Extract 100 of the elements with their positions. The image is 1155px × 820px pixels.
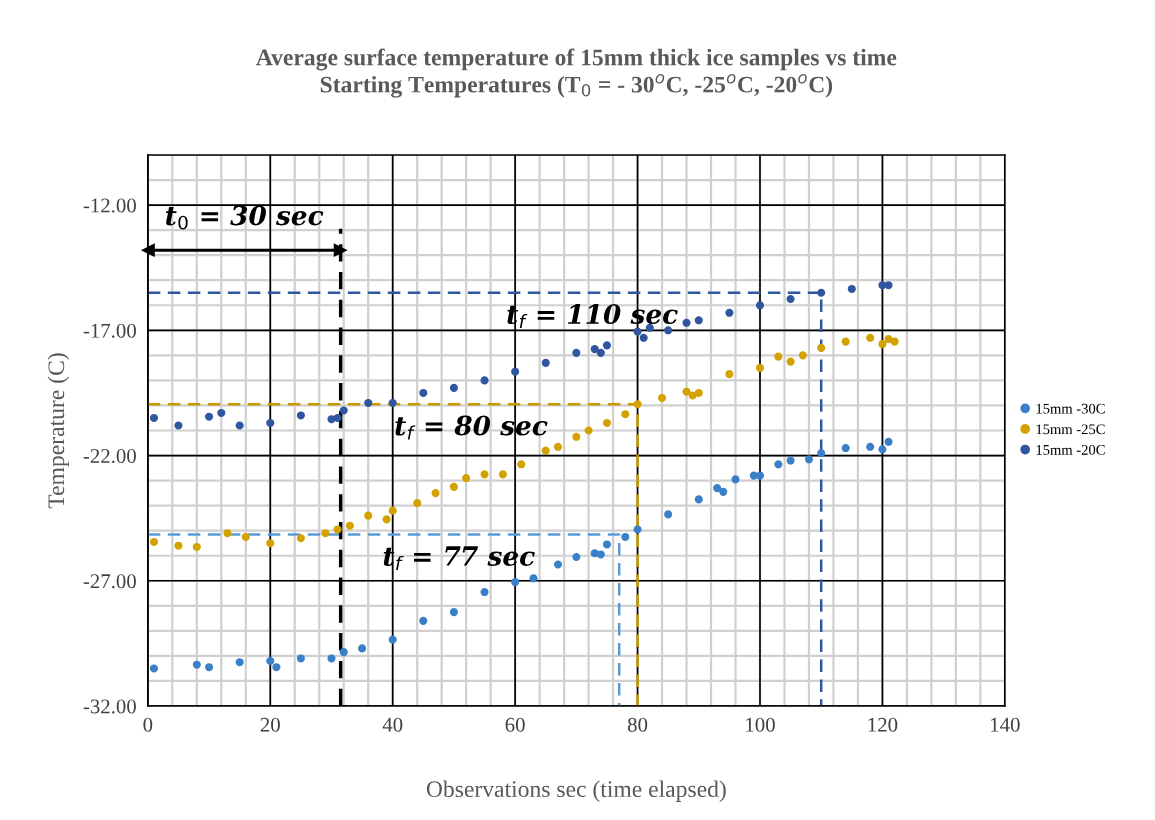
point [296, 534, 305, 543]
legend-label: 15mm -20C [1036, 444, 1105, 455]
point [333, 525, 342, 534]
x-tick-label: 40 [382, 717, 403, 732]
point [878, 445, 887, 454]
y-tick-label: -27.00 [83, 574, 136, 589]
point [694, 388, 703, 397]
point [149, 664, 159, 673]
point [498, 470, 507, 479]
point [388, 635, 397, 644]
y-tick-label: -12.00 [83, 198, 136, 213]
point [884, 437, 893, 446]
point [511, 577, 520, 587]
point [149, 413, 159, 423]
point [339, 406, 348, 415]
point [786, 357, 795, 366]
x-tick-label: 80 [627, 717, 648, 732]
point [511, 367, 520, 376]
point [223, 529, 232, 538]
y-tick-label: -32.00 [83, 699, 136, 714]
point [358, 644, 367, 653]
point [517, 460, 526, 469]
point [572, 348, 581, 357]
point [725, 370, 734, 379]
point [419, 388, 428, 397]
point [541, 358, 550, 367]
legend-label: 15mm -30C [1036, 403, 1105, 414]
point [817, 448, 826, 458]
point [633, 525, 642, 534]
point [884, 281, 893, 290]
point [272, 663, 281, 672]
point [847, 284, 856, 294]
point [174, 541, 183, 550]
point [553, 442, 563, 451]
point [682, 318, 691, 327]
point [804, 455, 814, 464]
point [817, 343, 826, 352]
x-tick-label: 120 [868, 717, 898, 732]
point [205, 663, 214, 672]
point [658, 393, 667, 402]
annotation: t$_{0}$ = 30 sec [165, 205, 324, 230]
point [694, 495, 703, 504]
point [449, 482, 458, 491]
point [572, 432, 581, 441]
point [192, 542, 201, 552]
point [364, 511, 373, 520]
point [664, 510, 673, 519]
point [725, 308, 734, 317]
point [345, 521, 354, 530]
point [719, 487, 728, 496]
point [774, 352, 783, 361]
x-axis-title: Observations sec (time elapsed) [426, 780, 726, 802]
point [755, 363, 765, 372]
point [572, 552, 581, 562]
x-tick-label: 140 [991, 717, 1020, 732]
point [296, 654, 305, 663]
point [241, 532, 250, 541]
point [413, 499, 422, 508]
point [841, 337, 850, 346]
point [174, 421, 183, 430]
point [878, 340, 887, 349]
point [682, 387, 691, 396]
point [364, 398, 373, 407]
point [235, 658, 244, 667]
point [541, 446, 550, 455]
point [529, 574, 538, 583]
point [755, 301, 765, 310]
point [321, 529, 330, 538]
y-tick-label: -17.00 [83, 323, 136, 338]
point [602, 418, 611, 428]
point [382, 515, 391, 524]
point [140, 243, 155, 258]
point [774, 460, 783, 469]
point [633, 400, 642, 409]
point [431, 489, 440, 498]
y-axis-title: Temperature (C) [47, 353, 70, 509]
x-tick-label: 0 [143, 717, 153, 732]
chart-title: Average surface temperature of 15mm thick ice samples vs time Starting Temperatures (T$_{0}$ = - 30$^{o}$C, -25$^{o}$C, -20$^{o}$C) [256, 48, 897, 98]
point [266, 418, 275, 428]
point [841, 443, 850, 453]
y-tick-label: -22.00 [83, 448, 136, 464]
point [639, 333, 648, 342]
point [798, 351, 807, 360]
point [339, 648, 348, 657]
point [296, 411, 305, 420]
point [664, 326, 673, 335]
point [866, 333, 875, 342]
point [266, 539, 275, 548]
point [462, 474, 471, 483]
point [327, 654, 336, 663]
point [713, 484, 722, 493]
point [333, 243, 348, 258]
point [192, 660, 201, 669]
point [449, 608, 458, 617]
point [419, 616, 428, 625]
point [602, 341, 611, 350]
point [333, 413, 342, 423]
point [786, 294, 795, 304]
point [217, 408, 226, 418]
point [553, 560, 563, 569]
